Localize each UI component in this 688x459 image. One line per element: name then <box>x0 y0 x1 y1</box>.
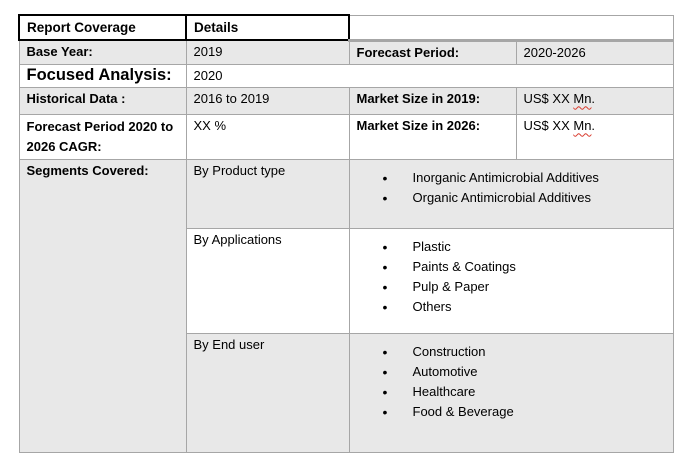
segment-item-label: Food & Beverage <box>412 403 514 419</box>
bullet-icon: • <box>382 238 388 255</box>
segment-item-label: Plastic <box>412 238 451 254</box>
segment-item-label: Organic Antimicrobial Additives <box>412 189 591 205</box>
base-year-value: 2019 <box>185 39 350 65</box>
bullet-icon: • <box>382 363 388 380</box>
market-size-2019-suffix: . <box>591 90 596 106</box>
bullet-icon: • <box>382 169 388 186</box>
cagr-value: XX % <box>185 113 350 160</box>
bullet-icon: • <box>382 403 388 420</box>
bullet-icon: • <box>382 258 388 275</box>
header-empty-cell <box>348 14 674 42</box>
list-item: • Construction <box>383 342 665 362</box>
focused-analysis-value: 2020 <box>185 63 674 88</box>
segment-item-label: Automotive <box>412 363 478 379</box>
applications-list: • Plastic • Paints & Coatings • Pulp & Pape… <box>357 237 665 317</box>
historical-data-value: 2016 to 2019 <box>185 86 350 115</box>
row-segments-applications: By Applications • Plastic • Paints & Coati… <box>19 227 674 334</box>
row-cagr: Forecast Period 2020 to 2026 CAGR: XX % … <box>18 113 674 160</box>
list-item: • Organic Antimicrobial Additives <box>383 188 665 208</box>
segment-item-label: Construction <box>412 343 486 359</box>
segment-item-label: Paints & Coatings <box>412 258 516 274</box>
list-item: • Pulp & Paper <box>383 277 665 297</box>
segment-items-end-user: • Construction • Automotive • Healthcare • F… <box>348 332 674 453</box>
end-user-list: • Construction • Automotive • Healthcare • F… <box>357 342 665 422</box>
bullet-icon: • <box>382 383 388 400</box>
segment-items-product-type: • Inorganic Antimicrobial Additives • Orga… <box>348 158 674 229</box>
market-size-2026-prefix: US$ XX <box>523 117 574 133</box>
segment-item-label: Others <box>412 298 452 314</box>
bullet-icon: • <box>382 278 388 295</box>
header-row: Report Coverage Details <box>18 14 674 42</box>
list-item: • Automotive <box>383 362 665 382</box>
header-details: Details <box>185 14 350 41</box>
segment-item-label: Pulp & Paper <box>412 278 490 294</box>
market-size-2019-prefix: US$ XX <box>523 90 574 106</box>
bullet-icon: • <box>382 343 388 360</box>
bullet-icon: • <box>382 298 388 315</box>
list-item: • Food & Beverage <box>383 402 665 422</box>
segment-group-product-type: By Product type <box>185 158 350 229</box>
row-focused-analysis: Focused Analysis: 2020 <box>18 63 674 88</box>
product-type-list: • Inorganic Antimicrobial Additives • Orga… <box>357 168 665 208</box>
segment-group-applications: By Applications <box>185 227 350 334</box>
list-item: • Healthcare <box>383 382 665 402</box>
segment-items-applications: • Plastic • Paints & Coatings • Pulp & Pape… <box>348 227 674 334</box>
market-size-2026-suffix: . <box>591 117 596 133</box>
market-size-2026-label: Market Size in 2026: <box>348 113 517 160</box>
list-item: • Plastic <box>383 237 665 257</box>
report-coverage-table: Report Coverage Details Base Year: 2019 … <box>18 14 674 453</box>
focused-analysis-label: Focused Analysis: <box>18 63 187 88</box>
list-item: • Paints & Coatings <box>383 257 665 277</box>
forecast-period-label: Forecast Period: <box>348 39 517 65</box>
market-size-2019-label: Market Size in 2019: <box>348 86 517 115</box>
segment-item-label: Inorganic Antimicrobial Additives <box>412 169 599 185</box>
header-report-coverage: Report Coverage <box>18 14 187 41</box>
segments-covered-label: Segments Covered: <box>18 158 187 453</box>
list-item: • Others <box>383 297 665 317</box>
forecast-period-value: 2020-2026 <box>515 39 674 65</box>
row-base-year: Base Year: 2019 Forecast Period: 2020-20… <box>18 39 674 65</box>
row-segments-product-type: Segments Covered: By Product type • Inorg… <box>18 158 674 453</box>
cagr-label: Forecast Period 2020 to 2026 CAGR: <box>18 113 187 160</box>
row-segments-end-user: By End user • Construction • Automotive • H… <box>19 332 674 453</box>
segment-group-end-user: By End user <box>185 332 350 453</box>
market-size-2026-misspelled-word: Mn <box>573 117 592 133</box>
historical-data-label: Historical Data : <box>18 86 187 115</box>
market-size-2026-value: US$ XX Mn. <box>515 113 674 160</box>
market-size-2019-value: US$ XX Mn. <box>515 86 674 115</box>
list-item: • Inorganic Antimicrobial Additives <box>383 168 665 188</box>
base-year-label: Base Year: <box>18 39 187 65</box>
segment-item-label: Healthcare <box>412 383 476 399</box>
bullet-icon: • <box>382 189 388 206</box>
row-historical-data: Historical Data : 2016 to 2019 Market Si… <box>18 86 674 115</box>
market-size-2019-misspelled-word: Mn <box>573 90 592 106</box>
